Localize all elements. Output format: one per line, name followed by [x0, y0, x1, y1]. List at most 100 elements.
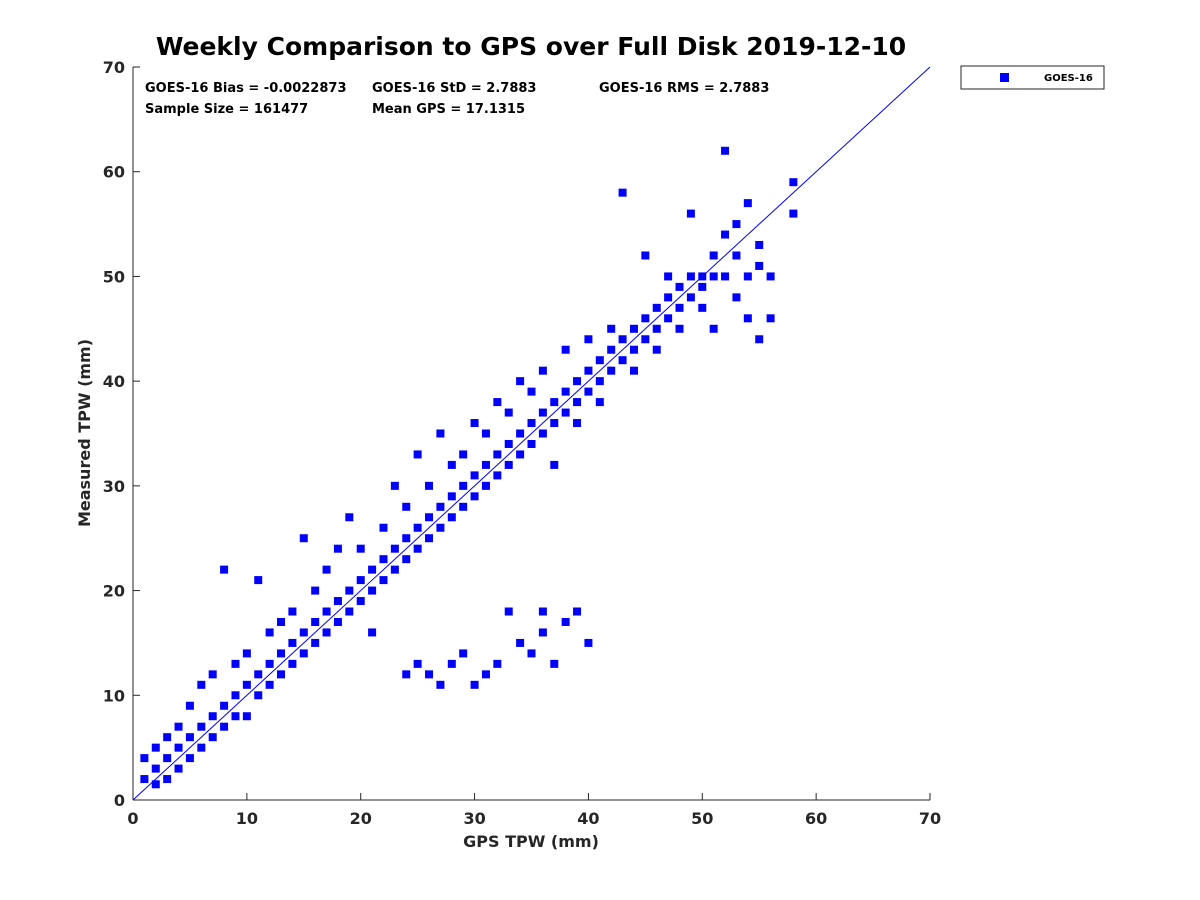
y-tick-label: 60	[103, 163, 125, 182]
data-point	[368, 628, 377, 637]
x-ticks: 0 10 20 30 40 50 60 70	[127, 793, 941, 828]
data-point	[641, 314, 650, 323]
data-point	[686, 272, 695, 281]
data-point	[277, 670, 286, 679]
data-point	[288, 638, 297, 647]
stat-bias: GOES-16 Bias = -0.0022873	[145, 81, 347, 96]
data-point	[390, 481, 399, 490]
data-point	[379, 576, 388, 585]
data-point	[459, 450, 468, 459]
y-tick-label: 20	[103, 582, 125, 601]
data-point	[755, 241, 764, 250]
x-tick-label: 0	[127, 809, 138, 828]
data-point	[185, 701, 194, 710]
data-point	[481, 460, 490, 469]
data-point	[311, 638, 320, 647]
data-point	[390, 565, 399, 574]
x-axis-label: GPS TPW (mm)	[463, 832, 599, 851]
data-point	[550, 460, 559, 469]
data-point	[686, 293, 695, 302]
data-point	[675, 282, 684, 291]
legend-box	[960, 65, 1105, 90]
data-point	[356, 597, 365, 606]
data-point	[447, 492, 456, 501]
x-tick-label: 70	[919, 809, 941, 828]
data-point	[333, 597, 342, 606]
data-point	[368, 586, 377, 595]
data-point	[174, 764, 183, 773]
data-point	[220, 565, 229, 574]
data-point	[652, 303, 661, 312]
data-point	[664, 272, 673, 281]
data-point	[789, 209, 798, 218]
data-point	[493, 471, 502, 480]
data-point	[208, 733, 217, 742]
data-point	[493, 659, 502, 668]
data-point	[368, 565, 377, 574]
data-point	[595, 356, 604, 365]
data-point	[561, 387, 570, 396]
data-point	[402, 670, 411, 679]
data-point	[459, 481, 468, 490]
data-point	[732, 293, 741, 302]
data-point	[356, 576, 365, 585]
data-point	[527, 649, 536, 658]
data-point	[584, 335, 593, 344]
axes	[132, 67, 930, 801]
data-point	[322, 628, 331, 637]
data-point	[538, 607, 547, 616]
data-point	[538, 408, 547, 417]
data-point	[618, 188, 627, 197]
data-point	[629, 324, 638, 333]
data-point	[573, 398, 582, 407]
data-point	[755, 261, 764, 270]
data-point	[231, 659, 240, 668]
data-point	[425, 670, 434, 679]
data-point	[493, 450, 502, 459]
data-point	[698, 282, 707, 291]
data-point	[561, 345, 570, 354]
data-point	[516, 377, 525, 386]
data-point	[629, 345, 638, 354]
data-point	[493, 398, 502, 407]
data-point	[664, 293, 673, 302]
data-point	[641, 251, 650, 260]
data-point	[277, 649, 286, 658]
data-point	[595, 398, 604, 407]
data-point	[538, 429, 547, 438]
data-point	[254, 691, 263, 700]
data-point	[584, 387, 593, 396]
data-point	[550, 398, 559, 407]
x-tick-label: 50	[691, 809, 713, 828]
data-point	[220, 722, 229, 731]
data-point	[356, 544, 365, 553]
data-point	[504, 439, 513, 448]
data-point	[721, 230, 730, 239]
data-point	[425, 481, 434, 490]
x-tick-label: 40	[577, 809, 599, 828]
data-point	[573, 377, 582, 386]
data-point	[299, 628, 308, 637]
x-tick-label: 20	[350, 809, 372, 828]
data-point	[163, 733, 172, 742]
data-point	[573, 607, 582, 616]
data-point	[607, 345, 616, 354]
data-point	[664, 314, 673, 323]
data-point	[447, 460, 456, 469]
data-point	[470, 471, 479, 480]
data-point	[413, 450, 422, 459]
data-point	[652, 324, 661, 333]
legend-marker	[1000, 73, 1009, 82]
data-point	[345, 607, 354, 616]
data-point	[755, 335, 764, 344]
data-point	[208, 712, 217, 721]
data-point	[151, 764, 160, 773]
data-point	[527, 439, 536, 448]
data-point	[436, 680, 445, 689]
data-point	[618, 335, 627, 344]
data-point	[208, 670, 217, 679]
data-point	[277, 617, 286, 626]
data-point	[322, 607, 331, 616]
stat-std: GOES-16 StD = 2.7883	[372, 81, 536, 96]
